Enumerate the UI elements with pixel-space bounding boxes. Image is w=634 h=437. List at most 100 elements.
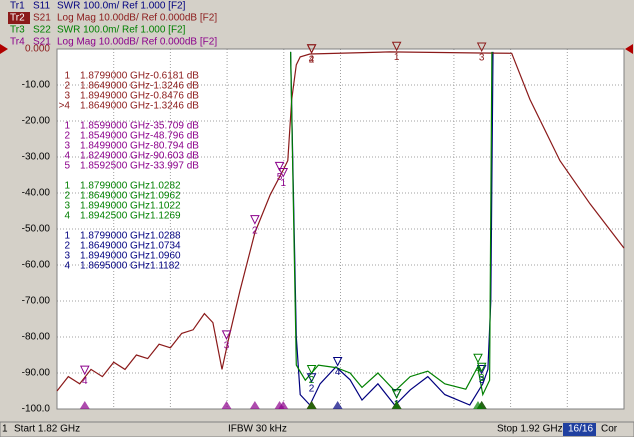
marker-number: >4 xyxy=(59,101,71,112)
correction-status[interactable]: Cor xyxy=(601,424,618,435)
y-tick-label: -70.00 xyxy=(22,296,51,307)
marker xyxy=(391,389,402,400)
marker-number: 1 xyxy=(64,121,70,132)
marker-label: 2 xyxy=(309,375,315,386)
y-tick-label: 0.000 xyxy=(25,44,50,55)
marker-value: 1.1182 xyxy=(150,261,180,272)
y-tick-label: -100.0 xyxy=(22,404,51,415)
marker-value: 1.0282 xyxy=(150,181,181,192)
start-frequency: Start 1.82 GHz xyxy=(14,424,80,435)
marker xyxy=(278,168,289,178)
marker-value: -1.3246 dB xyxy=(150,101,199,112)
marker-value: -0.6181 dB xyxy=(150,71,199,82)
y-tick-label: -80.00 xyxy=(22,332,51,343)
stimulus-marker xyxy=(79,401,90,409)
sweep-count: 16/16 xyxy=(568,424,593,435)
stimulus-marker xyxy=(249,401,260,409)
marker xyxy=(306,44,317,54)
marker-label: 5 xyxy=(277,172,283,183)
marker-label: 3 xyxy=(479,375,485,386)
marker-frequency: 1.8949000 GHz xyxy=(80,91,150,102)
marker-number: 2 xyxy=(64,131,70,142)
marker-frequency: 1.8649000 GHz xyxy=(80,241,150,252)
marker-value: -80.794 dB xyxy=(150,141,199,152)
active-trace-box xyxy=(8,12,30,24)
marker-label: 1 xyxy=(394,52,400,63)
marker-frequency: 1.8249000 GHz xyxy=(80,151,150,162)
count-box xyxy=(563,423,596,436)
marker-number: 4 xyxy=(64,261,70,272)
marker-number: 2 xyxy=(64,241,70,252)
marker-frequency: 1.8799000 GHz xyxy=(80,71,150,82)
marker-number: 3 xyxy=(64,91,70,102)
y-tick-label: -30.00 xyxy=(22,152,51,163)
marker-value: -35.709 dB xyxy=(150,121,199,132)
trace-format: SWR 100.0m/ Ref 1.000 [F2] xyxy=(57,25,186,36)
trace-param: S22 xyxy=(33,25,51,36)
marker-number: 2 xyxy=(64,191,70,202)
marker xyxy=(274,161,285,172)
marker-frequency: 1.8649000 GHz xyxy=(80,81,150,92)
marker-label: 2 xyxy=(309,383,315,394)
trace-line xyxy=(56,51,625,392)
marker-label: 2 xyxy=(252,225,258,236)
marker xyxy=(250,215,260,225)
stimulus-marker xyxy=(332,401,343,409)
stimulus-marker xyxy=(391,401,402,409)
marker-label: 4 xyxy=(309,54,315,65)
y-tick-label: -60.00 xyxy=(22,260,51,271)
marker-number: 4 xyxy=(64,151,70,162)
marker-number: 2 xyxy=(64,81,70,92)
trace-format: Log Mag 10.00dB/ Ref 0.000dB [F2] xyxy=(57,37,217,48)
trace-line xyxy=(290,51,494,407)
marker-frequency: 1.8549000 GHz xyxy=(80,131,150,142)
marker-number: 1 xyxy=(64,231,70,242)
marker-number: 3 xyxy=(64,201,70,212)
trace-name: Tr1 xyxy=(10,1,25,12)
marker-value: 1.0734 xyxy=(150,241,181,252)
marker-frequency: 1.8499000 GHz xyxy=(80,141,150,152)
stimulus-marker xyxy=(274,401,285,409)
marker-number: 3 xyxy=(64,251,70,262)
marker-label: 3 xyxy=(224,340,230,351)
ref-indicator xyxy=(625,44,633,54)
trace-format: Log Mag 10.00dB/ Ref 0.000dB [F2] xyxy=(57,13,217,24)
marker-value: -48.796 dB xyxy=(150,131,199,142)
marker-frequency: 1.8695000 GHz xyxy=(80,261,150,272)
marker xyxy=(332,357,343,367)
trace-name: Tr2 xyxy=(10,13,25,24)
marker-label: 4 xyxy=(335,367,341,378)
marker-value: 1.1269 xyxy=(150,211,181,222)
marker xyxy=(476,42,487,53)
marker xyxy=(391,41,402,52)
marker-label: 4 xyxy=(475,364,481,375)
marker-number: 5 xyxy=(64,161,70,172)
marker-frequency: 1.8649000 GHz xyxy=(80,191,150,202)
marker-label: 2 xyxy=(309,54,315,65)
marker-frequency: 1.8599000 GHz xyxy=(80,121,150,132)
y-tick-label: -90.00 xyxy=(22,368,51,379)
marker-value: -0.8476 dB xyxy=(150,91,199,102)
trace-line xyxy=(290,51,493,397)
marker xyxy=(306,364,317,375)
marker-frequency: 1.8949000 GHz xyxy=(80,201,150,212)
marker-number: 1 xyxy=(64,71,70,82)
trace-param: S21 xyxy=(33,37,51,48)
marker-frequency: 1.8592500 GHz xyxy=(80,161,150,172)
marker-value: -90.603 dB xyxy=(150,151,199,162)
stimulus-marker xyxy=(472,401,483,409)
trace-format: SWR 100.0m/ Ref 1.000 [F2] xyxy=(57,1,186,12)
marker-value: 1.0960 xyxy=(150,251,181,262)
trace-param: S21 xyxy=(33,13,51,24)
stop-frequency: Stop 1.92 GHz xyxy=(497,424,563,435)
marker xyxy=(221,330,232,340)
marker xyxy=(476,362,487,373)
marker-label: 3 xyxy=(479,53,485,64)
marker-value: -33.997 dB xyxy=(150,161,199,172)
marker-value: 1.0288 xyxy=(150,231,181,242)
marker-label: 3 xyxy=(479,373,485,384)
y-tick-label: -50.00 xyxy=(22,224,51,235)
marker-label: 1 xyxy=(280,178,286,189)
marker xyxy=(476,364,487,375)
